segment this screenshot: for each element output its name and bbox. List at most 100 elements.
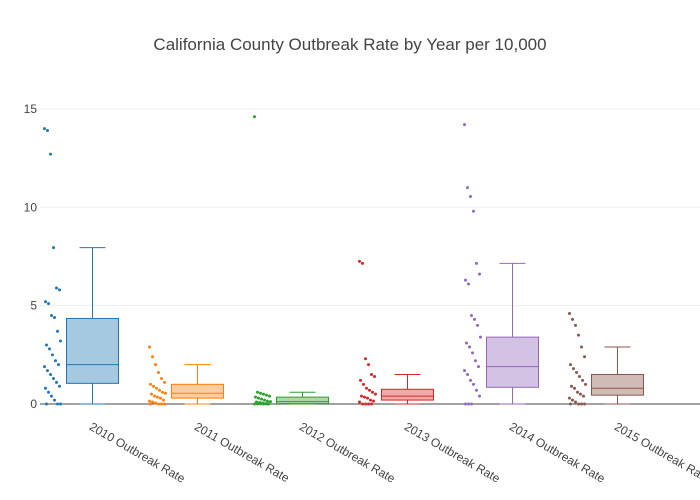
point [573,386,576,390]
point [370,373,373,377]
point [266,399,269,403]
point [361,261,364,265]
point [364,357,367,361]
x-tick-label: 2013 Outbreak Rate [402,419,503,485]
point [578,374,581,378]
y-tick-label: 5 [30,299,37,313]
point [54,359,57,363]
point [46,129,49,133]
point [479,335,482,339]
point [256,390,259,394]
point [373,374,376,378]
point [465,341,468,345]
point [370,402,373,406]
point [363,395,366,399]
point [574,323,577,327]
point [475,388,478,392]
point [583,402,586,406]
point [153,394,156,398]
point [263,398,266,402]
point [568,312,571,316]
point [43,127,46,131]
point [46,369,49,373]
point [569,363,572,367]
point [463,369,466,373]
point [474,359,477,363]
point [572,367,575,371]
point [56,402,59,406]
point [152,384,155,388]
point [268,394,271,398]
point [371,390,374,394]
point [162,398,165,402]
point [575,371,578,375]
point [157,371,160,375]
point [50,313,53,317]
point [59,339,62,343]
point [58,384,61,388]
point [163,380,166,384]
point [148,345,151,349]
box [276,396,329,405]
point [478,272,481,276]
point [59,402,62,406]
point [160,376,163,380]
point [52,246,55,250]
point [55,286,58,290]
point [580,402,583,406]
point [467,402,470,406]
point [374,392,377,396]
point [571,398,574,402]
x-tick-label: 2010 Outbreak Rate [87,419,188,485]
point [576,390,579,394]
point [580,345,583,349]
point [52,376,55,380]
point [577,333,580,337]
point [163,402,166,406]
point [149,402,152,406]
point [372,399,375,403]
point [253,402,256,406]
point [584,382,587,386]
point [260,397,263,401]
chart-title: California County Outbreak Rate by Year … [153,35,546,54]
point [472,209,475,213]
point [161,390,164,394]
point [469,194,472,198]
box [171,383,224,399]
point [367,363,370,367]
point [470,313,473,317]
x-tick-label: 2014 Outbreak Rate [507,419,608,485]
point [568,396,571,400]
point [49,152,52,156]
point [463,123,466,127]
y-tick-label: 0 [30,397,37,411]
point [469,378,472,382]
point [51,353,54,357]
point [44,386,47,390]
point [477,365,480,369]
point [56,329,59,333]
point [148,399,151,403]
box [591,374,644,396]
point [466,373,469,377]
point [154,401,157,405]
point [259,402,262,406]
point [579,392,582,396]
x-tick-label: 2011 Outbreak Rate [192,419,292,485]
point [55,380,58,384]
point [368,388,371,392]
point [44,300,47,304]
point [570,384,573,388]
point [367,402,370,406]
point [265,393,268,397]
point [365,386,368,390]
point [256,402,259,406]
box [66,317,119,384]
point [53,398,56,402]
point [262,392,265,396]
point [360,394,363,398]
point [49,373,52,377]
y-tick-label: 15 [24,102,38,116]
